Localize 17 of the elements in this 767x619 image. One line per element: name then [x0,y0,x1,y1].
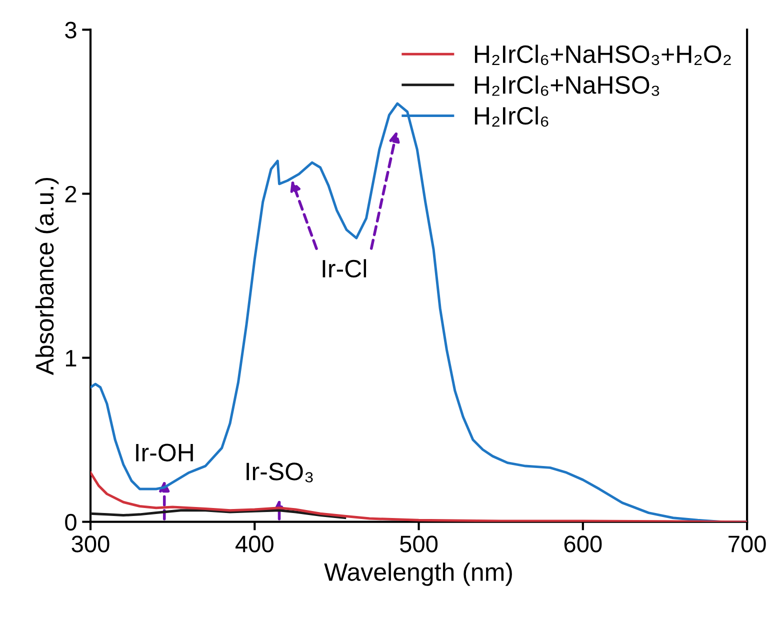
x-tick-label: 600 [564,536,602,552]
legend-label: H₂IrCl₆+NaHSO₃+H₂O₂ [474,44,731,66]
x-tick-label: 300 [72,536,110,552]
y-tick-label: 3 [65,22,76,38]
annotation: Ir-Cl [322,259,366,278]
y-tick-label: 1 [66,350,76,366]
legend-label: H₂IrCl₆+NaHSO₃ [474,76,660,96]
y-tick-label: 2 [65,186,76,202]
y-axis-title: Absorbance (a.u.) [35,178,59,376]
y-tick-label: 0 [65,514,76,531]
annotation: Ir-OH [136,444,193,462]
x-tick-label: 400 [235,536,274,552]
legend-label: H₂IrCl₆ [474,106,548,127]
annotation: Ir-SO₃ [246,462,313,482]
x-tick-label: 700 [728,536,766,552]
x-axis-title: Wavelength (nm) [324,562,512,586]
x-tick-label: 500 [400,536,438,552]
